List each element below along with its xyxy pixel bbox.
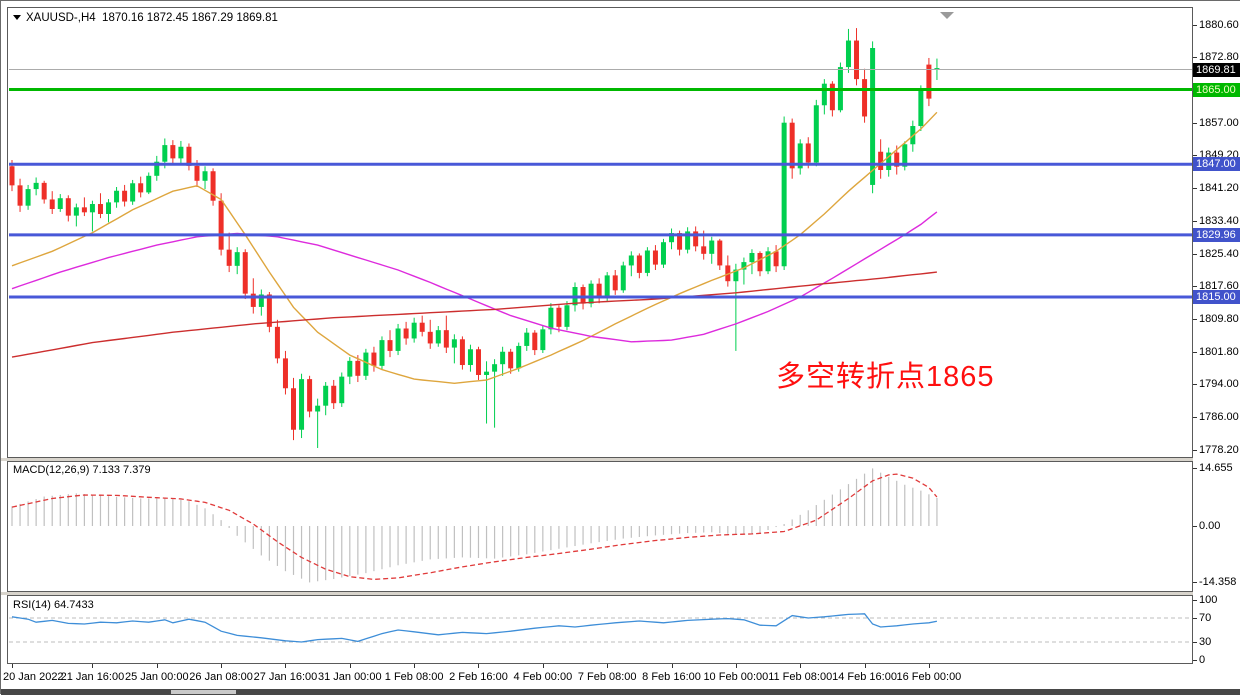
price-axis-tick: [1193, 24, 1197, 26]
price-axis-tick: [1193, 188, 1197, 190]
rsi-axis-label: 0: [1199, 654, 1206, 666]
time-axis-label: 11 Feb 08:00: [768, 671, 833, 683]
price-tag: 1869.81: [1193, 62, 1240, 77]
price-axis-tick: [1193, 384, 1197, 386]
main-chart-panel[interactable]: [7, 7, 1193, 458]
time-axis-label: 21 Jan 16:00: [60, 671, 125, 683]
rsi-axis-label: 100: [1199, 594, 1218, 606]
macd-axis-tick: [1193, 468, 1197, 470]
rsi-axis-tick: [1193, 660, 1197, 661]
time-axis-tick: [607, 664, 609, 668]
symbol-ohlc-header: XAUUSD-,H4 1870.16 1872.45 1867.29 1869.…: [13, 12, 278, 24]
price-axis-label: 1880.60: [1199, 18, 1239, 31]
scrollbar-thumb[interactable]: [171, 690, 236, 694]
time-axis[interactable]: 20 Jan 2022 21 Jan 16:00 25 Jan 00:00 26 Ja…: [1, 664, 1240, 689]
price-axis-tick: [1193, 417, 1197, 419]
time-axis-label: 10 Feb 00:00: [703, 671, 769, 683]
time-axis-label: 1 Feb 08:00: [384, 671, 444, 683]
price-axis-label: 1778.20: [1199, 443, 1239, 456]
macd-indicator-label: MACD(12,26,9) 7.133 7.379: [13, 464, 151, 476]
price-tag: 1829.96: [1193, 227, 1240, 242]
chart-annotation-text: 多空转折点1865: [776, 361, 995, 393]
price-axis-tick: [1193, 351, 1197, 353]
time-axis-tick: [478, 664, 480, 668]
macd-panel[interactable]: [7, 461, 1193, 592]
time-axis-label: 7 Feb 08:00: [577, 671, 637, 683]
price-axis-label: 1786.00: [1199, 411, 1239, 424]
rsi-indicator-label: RSI(14) 64.7433: [13, 599, 94, 611]
time-axis-label: 25 Jan 00:00: [124, 671, 189, 683]
price-axis-label: 1872.80: [1199, 51, 1239, 64]
macd-axis-label: 0.00: [1199, 520, 1221, 532]
price-axis-label: 1825.40: [1199, 247, 1239, 260]
symbol-label: XAUUSD-,H4: [26, 12, 96, 24]
time-axis-tick: [735, 664, 737, 668]
time-axis-label: 20 Jan 2022: [3, 671, 64, 683]
price-tag: 1865.00: [1193, 82, 1240, 97]
horizontal-scrollbar[interactable]: [1, 689, 1240, 695]
time-axis-tick: [156, 664, 158, 668]
time-axis-tick: [800, 664, 802, 668]
time-axis-label: 16 Feb 00:00: [896, 671, 962, 683]
rsi-axis-label: 30: [1199, 636, 1212, 648]
price-axis-label: 1801.80: [1199, 345, 1239, 358]
time-axis-tick: [864, 664, 866, 668]
time-axis-tick: [92, 664, 94, 668]
time-axis-tick: [12, 664, 13, 668]
macd-axis-label: 14.655: [1199, 462, 1233, 475]
macd-axis-label: -14.358: [1199, 576, 1237, 589]
rsi-axis-label: 70: [1199, 612, 1212, 624]
price-axis-tick: [1193, 155, 1197, 157]
price-axis-label: 1841.20: [1199, 182, 1239, 195]
price-axis-label: 1857.00: [1199, 116, 1239, 129]
rsi-axis-tick: [1193, 642, 1197, 643]
time-axis-tick: [285, 664, 287, 668]
ohlc-values: 1870.16 1872.45 1867.29 1869.81: [102, 12, 278, 24]
price-axis[interactable]: [1193, 7, 1240, 664]
price-tag: 1847.00: [1193, 157, 1240, 172]
rsi-axis-tick: [1193, 600, 1197, 601]
time-axis-label: 27 Jan 16:00: [253, 671, 318, 683]
chart-shift-marker-icon[interactable]: [940, 12, 954, 19]
price-axis-label: 1809.80: [1199, 312, 1239, 325]
price-axis-tick: [1193, 253, 1197, 255]
price-axis-label: 1817.60: [1199, 280, 1239, 293]
panel-splitter[interactable]: [1, 458, 1240, 461]
time-axis-tick: [414, 664, 416, 668]
price-tag: 1815.00: [1193, 289, 1240, 304]
dropdown-triangle-icon[interactable]: [13, 15, 21, 20]
price-axis-tick: [1193, 122, 1197, 124]
price-axis-tick: [1193, 449, 1197, 451]
time-axis-tick: [221, 664, 223, 668]
price-axis-tick: [1193, 57, 1197, 59]
price-axis-tick: [1193, 286, 1197, 288]
time-axis-label: 2 Feb 16:00: [449, 671, 508, 683]
time-axis-tick: [349, 664, 351, 668]
macd-axis-tick: [1193, 582, 1197, 584]
price-axis-tick: [1193, 220, 1197, 222]
time-axis-label: 31 Jan 00:00: [317, 671, 382, 683]
price-axis-tick: [1193, 318, 1197, 320]
time-axis-label: 8 Feb 16:00: [642, 671, 701, 683]
rsi-axis-tick: [1193, 618, 1197, 619]
panel-splitter[interactable]: [1, 592, 1240, 595]
macd-axis-tick: [1193, 526, 1197, 527]
price-axis-label: 1833.40: [1199, 214, 1239, 227]
time-axis-tick: [928, 664, 930, 668]
time-axis-label: 4 Feb 00:00: [513, 671, 573, 683]
time-axis-label: 14 Feb 16:00: [832, 671, 897, 683]
rsi-panel[interactable]: [7, 595, 1193, 664]
time-axis-tick: [542, 664, 544, 668]
time-axis-label: 26 Jan 08:00: [189, 671, 253, 683]
price-axis-label: 1794.00: [1199, 378, 1239, 391]
time-axis-tick: [671, 664, 673, 668]
